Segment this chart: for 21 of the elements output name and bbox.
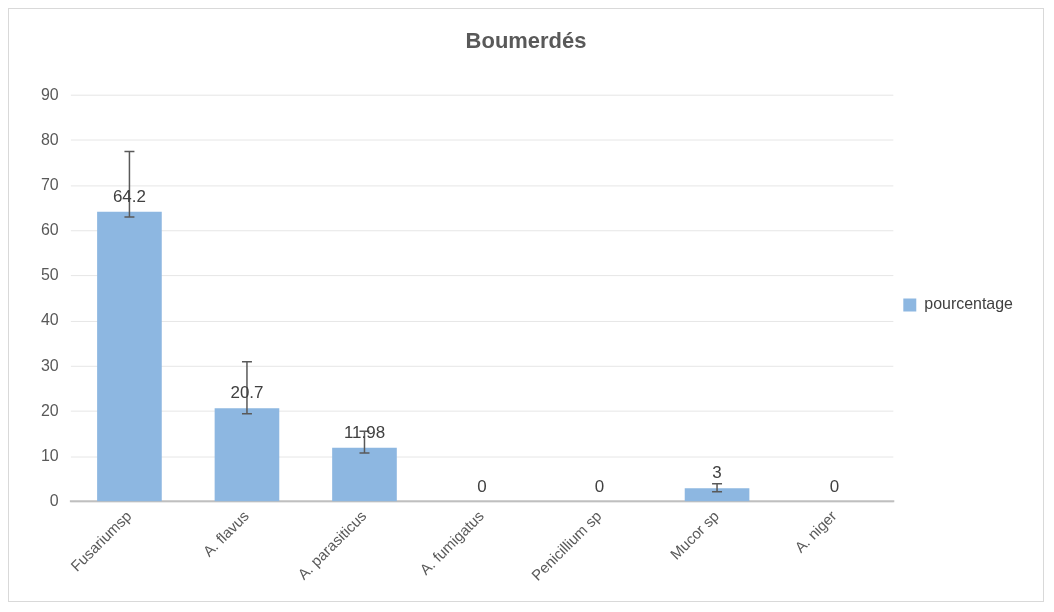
y-tick-label: 20 [40,401,59,419]
y-tick-label: 40 [40,311,59,329]
bar [684,488,750,502]
y-tick-label: 80 [40,130,59,148]
y-tick-label: 90 [40,85,59,103]
y-tick-label: 70 [40,175,59,193]
data-label: 0 [594,477,605,496]
data-label: 3 [712,463,722,483]
legend-label: pourcentage [924,295,1014,313]
y-tick-label: 10 [40,446,59,464]
y-tick-label: 50 [40,266,59,284]
data-label: 11.98 [343,422,386,442]
y-tick-label: 60 [40,221,59,239]
data-label: 0 [829,477,840,496]
bar [97,211,162,502]
data-label: 0 [477,477,487,496]
y-tick-label: 0 [49,492,59,510]
chart-title: Boumerdés [465,28,587,54]
y-tick-label: 30 [40,356,59,374]
bar [214,408,280,502]
bar [332,447,397,502]
